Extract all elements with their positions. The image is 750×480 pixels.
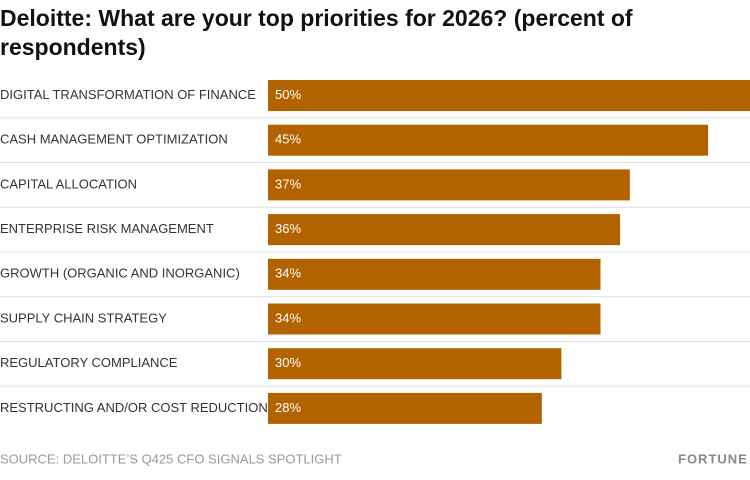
value-label: 28% — [275, 400, 301, 415]
bar — [268, 169, 630, 201]
bar — [268, 392, 542, 424]
value-label: 36% — [275, 221, 301, 236]
bar — [268, 80, 750, 111]
category-label: DIGITAL TRANSFORMATION OF FINANCE — [0, 87, 256, 102]
category-label: CASH MANAGEMENT OPTIMIZATION — [0, 132, 228, 147]
category-label: CAPITAL ALLOCATION — [0, 176, 137, 191]
logo: FORTUNE — [678, 451, 748, 466]
bar — [268, 348, 562, 380]
value-label: 34% — [275, 266, 301, 281]
bar — [268, 124, 709, 156]
bar — [268, 258, 601, 290]
category-label: REGULATORY COMPLIANCE — [0, 355, 178, 370]
bar — [268, 303, 601, 335]
value-label: 30% — [275, 355, 301, 370]
category-label: RESTRUCTING AND/OR COST REDUCTIONS — [0, 400, 277, 415]
category-label: GROWTH (ORGANIC AND INORGANIC) — [0, 266, 240, 281]
source: SOURCE: DELOITTE’S Q425 CFO SIGNALS SPOT… — [0, 451, 342, 466]
value-label: 34% — [275, 310, 301, 325]
bar — [268, 214, 621, 246]
chart-title: Deloitte: What are your top priorities f… — [0, 5, 633, 60]
category-label: SUPPLY CHAIN STRATEGY — [0, 310, 167, 325]
value-label: 45% — [275, 132, 301, 147]
value-label: 37% — [275, 176, 301, 191]
category-label: ENTERPRISE RISK MANAGEMENT — [0, 221, 214, 236]
value-label: 50% — [275, 87, 301, 102]
